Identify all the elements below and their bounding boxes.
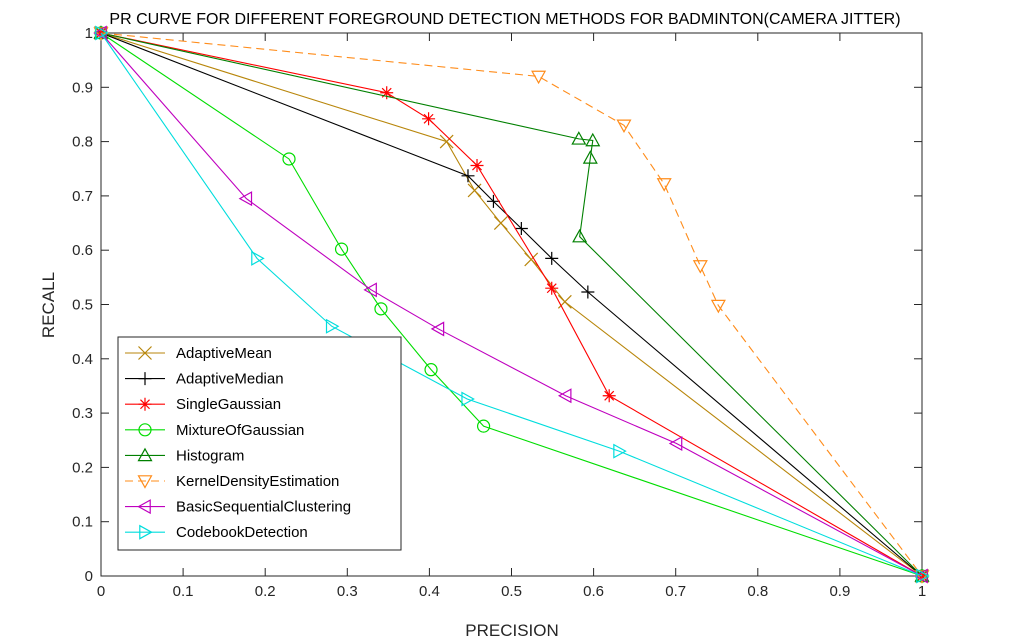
y-tick-label: 0.8 xyxy=(72,134,93,151)
data-point-adaptive-median xyxy=(514,221,528,235)
y-tick-label: 0.6 xyxy=(72,242,93,259)
y-tick-label: 0.4 xyxy=(72,351,93,368)
y-axis-label: RECALL xyxy=(39,272,58,338)
series-kernel-density-estimation xyxy=(93,27,930,584)
chart-title: PR CURVE FOR DIFFERENT FOREGROUND DETECT… xyxy=(109,11,900,28)
legend-label-kernel-density-estimation: KernelDensityEstimation xyxy=(176,473,339,490)
data-point-basic-sequential-clustering xyxy=(914,568,928,584)
data-point-basic-sequential-clustering xyxy=(557,388,572,404)
data-point-single-gaussian xyxy=(545,281,559,295)
data-point-kernel-density-estimation xyxy=(710,299,726,314)
data-point-histogram xyxy=(93,25,109,39)
x-tick-label: 0.3 xyxy=(337,583,358,600)
data-point-basic-sequential-clustering xyxy=(363,282,377,298)
series-line-kernel-density-estimation xyxy=(100,32,923,577)
series-line-mixture-of-gaussian xyxy=(100,32,923,577)
x-tick-label: 0.5 xyxy=(501,583,522,600)
series-histogram xyxy=(93,25,930,582)
data-point-basic-sequential-clustering xyxy=(668,435,683,452)
data-point-codebook-detection xyxy=(916,568,930,584)
data-point-kernel-density-estimation xyxy=(656,178,672,192)
x-tick-label: 0 xyxy=(97,583,105,600)
x-tick-label: 0.1 xyxy=(173,583,194,600)
legend-marker-adaptive-mean xyxy=(138,346,152,360)
legend-marker-kernel-density-estimation xyxy=(137,475,153,489)
legend-label-codebook-detection: CodebookDetection xyxy=(176,524,308,541)
legend-label-histogram: Histogram xyxy=(176,447,244,464)
series-line-histogram xyxy=(100,32,923,577)
data-point-adaptive-median xyxy=(461,169,475,183)
y-tick-label: 0.3 xyxy=(72,405,93,422)
legend-marker-adaptive-median xyxy=(138,372,152,386)
x-tick-label: 1 xyxy=(918,583,926,600)
series-basic-sequential-clustering xyxy=(93,25,928,584)
y-tick-label: 1 xyxy=(85,25,93,42)
data-point-adaptive-median xyxy=(486,194,500,208)
data-point-adaptive-mean xyxy=(524,252,539,267)
data-point-adaptive-mean xyxy=(493,216,508,230)
data-point-kernel-density-estimation xyxy=(93,27,109,41)
data-point-codebook-detection xyxy=(251,250,265,266)
legend-marker-mixture-of-gaussian xyxy=(138,423,152,437)
x-tick-label: 0.7 xyxy=(665,583,686,600)
data-point-kernel-density-estimation xyxy=(692,260,708,274)
data-point-codebook-detection xyxy=(461,391,475,407)
series-line-basic-sequential-clustering xyxy=(100,32,923,577)
y-tick-label: 0.5 xyxy=(72,297,93,314)
x-tick-label: 0.8 xyxy=(747,583,768,600)
data-point-mixture-of-gaussian xyxy=(282,152,296,166)
data-point-codebook-detection xyxy=(613,443,627,459)
data-point-mixture-of-gaussian xyxy=(476,419,491,433)
data-point-mixture-of-gaussian xyxy=(374,302,388,316)
axes: 0 0.1 0.2 0.3 0.4 0.5 0.6 0.7 0.8 0.9 1 0 0.1 0.2 0.3 0… xyxy=(72,25,926,600)
x-tick-label: 0.4 xyxy=(419,583,440,600)
y-tick-label: 0.7 xyxy=(72,188,93,205)
legend-label-mixture-of-gaussian: MixtureOfGaussian xyxy=(176,422,304,439)
data-point-kernel-density-estimation xyxy=(914,570,930,584)
legend-label-single-gaussian: SingleGaussian xyxy=(176,396,281,413)
data-point-histogram xyxy=(572,228,588,243)
y-tick-label: 0.2 xyxy=(72,459,93,476)
legend: AdaptiveMean AdaptiveMedian SingleGaussian… xyxy=(117,336,402,551)
data-point-adaptive-median xyxy=(581,285,595,299)
data-point-single-gaussian xyxy=(602,389,616,403)
x-axis-label: PRECISION xyxy=(465,621,559,640)
legend-marker-single-gaussian xyxy=(138,397,152,411)
legend-label-basic-sequential-clustering: BasicSequentialClustering xyxy=(176,499,351,516)
x-tick-label: 0.6 xyxy=(583,583,604,600)
y-tick-label: 0.1 xyxy=(72,514,93,531)
data-point-histogram xyxy=(571,131,587,145)
x-tick-label: 0.9 xyxy=(829,583,850,600)
legend-marker-histogram xyxy=(137,447,153,462)
data-point-single-gaussian xyxy=(422,112,436,126)
data-point-codebook-detection xyxy=(325,318,340,334)
data-point-kernel-density-estimation xyxy=(616,119,632,134)
data-point-adaptive-mean xyxy=(557,294,572,309)
data-point-adaptive-median xyxy=(545,251,559,265)
legend-marker-codebook-detection xyxy=(139,524,153,540)
data-point-histogram xyxy=(585,132,601,147)
data-point-basic-sequential-clustering xyxy=(430,321,445,337)
data-point-basic-sequential-clustering xyxy=(238,191,253,207)
legend-label-adaptive-median: AdaptiveMedian xyxy=(176,371,284,388)
legend-label-adaptive-mean: AdaptiveMean xyxy=(176,345,272,362)
data-point-codebook-detection xyxy=(95,25,109,41)
data-point-basic-sequential-clustering xyxy=(93,25,107,41)
data-point-kernel-density-estimation xyxy=(531,70,547,85)
legend-box xyxy=(117,336,402,551)
y-tick-label: 0.9 xyxy=(72,79,93,96)
x-tick-label: 0.2 xyxy=(255,583,276,600)
data-point-histogram xyxy=(582,150,598,164)
data-point-single-gaussian xyxy=(380,86,394,100)
data-point-adaptive-mean xyxy=(439,134,454,149)
data-point-single-gaussian xyxy=(470,158,484,172)
legend-marker-basic-sequential-clustering xyxy=(137,499,151,515)
data-point-histogram xyxy=(914,568,930,582)
y-tick-label: 0 xyxy=(85,568,93,585)
data-point-mixture-of-gaussian xyxy=(424,363,438,377)
data-point-mixture-of-gaussian xyxy=(334,242,349,256)
